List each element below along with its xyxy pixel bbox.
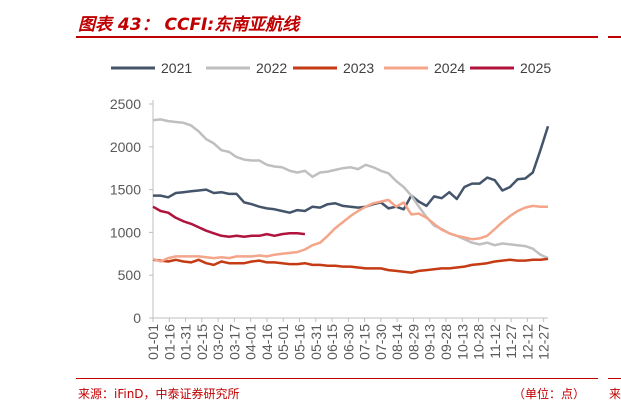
x-tick-label: 05-31 xyxy=(308,324,324,360)
source-note: 来源：iFinD，中泰证券研究所 xyxy=(78,387,240,401)
x-tick-label: 05-16 xyxy=(291,324,307,360)
x-tick-label: 10-28 xyxy=(471,324,487,360)
x-tick-label: 06-30 xyxy=(340,324,356,360)
y-tick-label: 1500 xyxy=(110,182,141,198)
x-tick-label: 10-13 xyxy=(454,324,470,360)
chart-axes: 0 500 1000 1500 2000 2500 01-01 01-16 01-31 02-15… xyxy=(110,96,552,360)
chart-title: 图表 43： CCFI:东南亚航线 xyxy=(78,15,300,35)
x-tick-label: 03-02 xyxy=(210,324,226,360)
x-tick-label: 01-31 xyxy=(178,324,194,360)
x-tick-label: 01-01 xyxy=(145,324,161,360)
x-tick-label: 11-27 xyxy=(503,324,519,359)
x-tick-label: 07-15 xyxy=(357,324,373,360)
adjacent-title-divider xyxy=(608,36,621,38)
x-tick-label: 06-15 xyxy=(324,324,340,360)
legend-label-2022: 2022 xyxy=(256,60,287,76)
y-tick-label: 1000 xyxy=(110,224,141,240)
footer-divider xyxy=(76,378,598,379)
series-line-2023 xyxy=(152,257,549,274)
legend-label-2025: 2025 xyxy=(520,60,551,76)
legend-label-2021: 2021 xyxy=(161,60,192,76)
x-tick-label: 04-01 xyxy=(243,324,259,360)
x-tick-label: 01-16 xyxy=(161,324,177,360)
legend-label-2024: 2024 xyxy=(434,60,465,76)
x-tick-label: 12-27 xyxy=(536,324,552,360)
x-tick-label: 09-13 xyxy=(422,324,438,360)
x-tick-label: 05-01 xyxy=(275,324,291,360)
unit-note: （单位：点） xyxy=(512,387,585,401)
x-tick-label: 04-16 xyxy=(259,324,275,360)
x-tick-label: 08-29 xyxy=(405,324,421,360)
chart-series xyxy=(152,118,550,274)
x-tick-label: 11-12 xyxy=(487,324,503,359)
series-line-2022 xyxy=(152,118,549,260)
x-tick-label: 03-17 xyxy=(226,324,242,360)
y-tick-label: 2500 xyxy=(110,96,141,112)
adjacent-footer-divider xyxy=(608,378,621,379)
series-line-2021 xyxy=(153,125,550,214)
x-tick-label: 02-15 xyxy=(194,324,210,360)
y-tick-label: 0 xyxy=(133,310,141,326)
legend-label-2023: 2023 xyxy=(343,60,374,76)
title-divider xyxy=(76,36,598,38)
series-line-2025 xyxy=(152,205,306,238)
x-tick-label: 12-12 xyxy=(519,324,535,360)
title-bar: 图表 43： CCFI:东南亚航线 xyxy=(0,0,600,40)
chart-legend: 2021 2022 2023 2024 2025 xyxy=(111,60,551,76)
x-tick-label: 09-28 xyxy=(438,324,454,360)
adjacent-source-fragment: 来 xyxy=(609,387,621,401)
y-tick-label: 500 xyxy=(118,267,142,283)
y-tick-label: 2000 xyxy=(110,139,141,155)
series-line-2024 xyxy=(152,198,548,263)
x-tick-label: 08-14 xyxy=(389,324,405,360)
x-tick-label: 07-30 xyxy=(373,324,389,360)
